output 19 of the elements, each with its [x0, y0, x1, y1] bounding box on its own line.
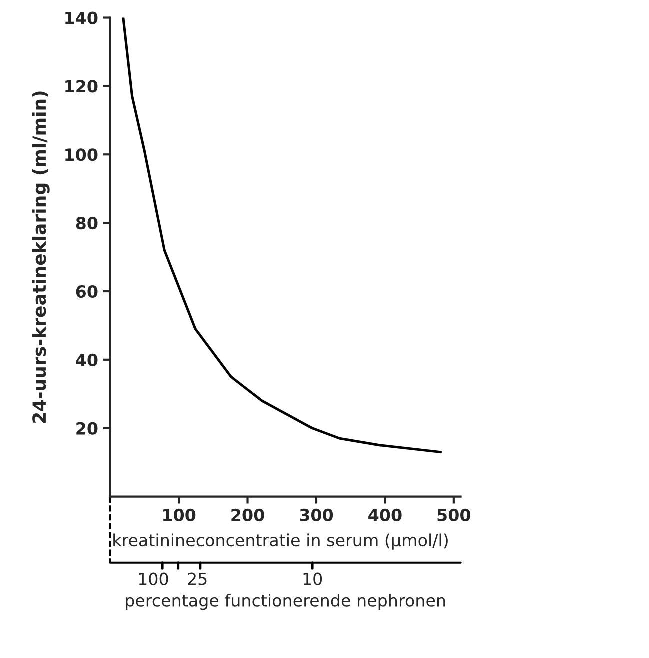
- y-tick-label: 140: [66, 12, 98, 24]
- text: 10: [304, 572, 322, 586]
- line-series: [122, 18, 442, 454]
- y-tick-label: 40: [76, 354, 98, 366]
- x-tick-label: 200: [232, 508, 264, 522]
- x-tick-label: 100: [164, 508, 196, 522]
- y-tick-label: 60: [76, 285, 98, 298]
- text: 100: [139, 572, 168, 586]
- x-tick-label: 500: [438, 508, 471, 522]
- x-tick-label: 400: [368, 508, 402, 522]
- x-axis-title: kreatinineconcentratie in serum (µmol/l): [114, 534, 448, 550]
- y-tick-label: 100: [66, 148, 98, 162]
- x-tick-label: 300: [300, 508, 334, 522]
- text: percentage functionerende nephronen: [126, 594, 446, 610]
- y-axis-title: 24-uurs-kreatineklaring (ml/min): [32, 92, 50, 423]
- y-tick-label: 120: [66, 80, 98, 93]
- y-tick-label: 20: [76, 422, 98, 435]
- text: 25: [188, 572, 207, 586]
- y-tick-label: 80: [76, 217, 98, 230]
